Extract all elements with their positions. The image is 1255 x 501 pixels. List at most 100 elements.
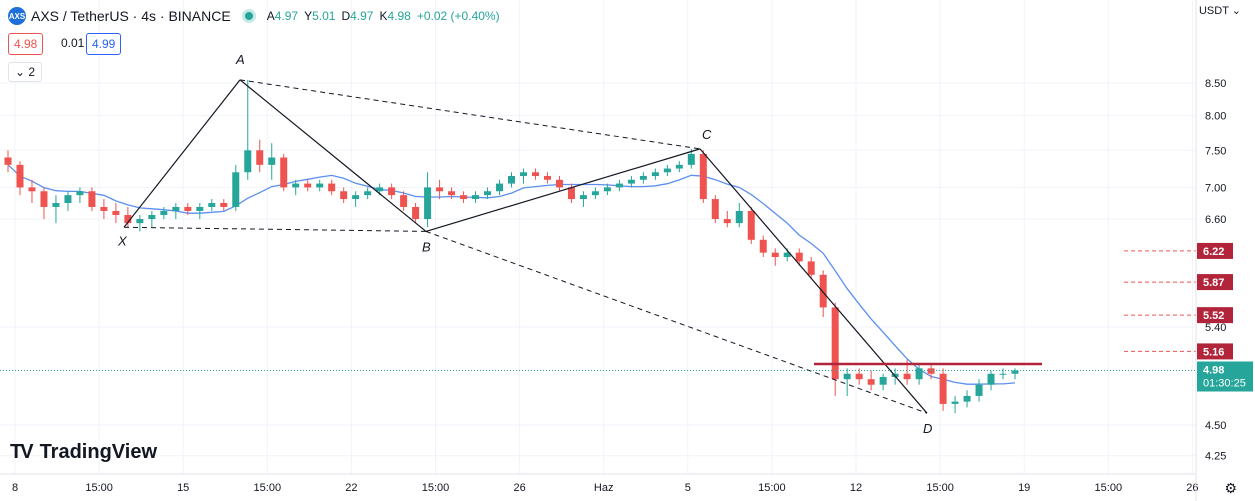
candle-body bbox=[723, 219, 731, 224]
price-tick-label: 6.60 bbox=[1205, 214, 1226, 226]
time-tick-label: 26 bbox=[513, 482, 525, 494]
candle-body bbox=[280, 157, 288, 188]
candle-body bbox=[663, 168, 671, 173]
time-tick-label: 26 bbox=[1186, 482, 1198, 494]
candle-body bbox=[615, 183, 623, 188]
candle-body bbox=[160, 210, 168, 215]
candle-body bbox=[639, 176, 647, 180]
candle-body bbox=[999, 373, 1007, 375]
time-tick-label: 15:00 bbox=[758, 482, 786, 494]
candle-body bbox=[975, 384, 983, 396]
candle-body bbox=[555, 179, 563, 188]
price-tick-label: 4.25 bbox=[1205, 451, 1226, 463]
candle-body bbox=[603, 187, 611, 192]
moving-average-line bbox=[7, 164, 1016, 385]
candle-body bbox=[531, 172, 539, 177]
candle-body bbox=[388, 187, 396, 196]
candle-body bbox=[172, 206, 180, 211]
candle-body bbox=[304, 183, 312, 188]
tradingview-mark-icon: TV bbox=[10, 441, 34, 463]
pattern-leg-AB[interactable] bbox=[239, 79, 427, 232]
symbol-header[interactable]: AXS AXS / TetherUS · 4s · BINANCE A4.97 … bbox=[8, 5, 500, 27]
candle-body bbox=[484, 191, 492, 196]
candle-body bbox=[807, 261, 815, 275]
price-tick-label: 7.00 bbox=[1205, 182, 1226, 194]
time-tick-label: 15:00 bbox=[422, 482, 450, 494]
pattern-point-label: C bbox=[702, 127, 712, 142]
time-tick-label: 12 bbox=[850, 482, 862, 494]
candle-body bbox=[232, 172, 240, 207]
target-level-badge bbox=[1197, 343, 1233, 360]
candle-body bbox=[472, 195, 480, 200]
pattern-leg-CD[interactable] bbox=[699, 148, 928, 414]
pattern-leg-BC[interactable] bbox=[425, 148, 701, 232]
candle-body bbox=[448, 191, 456, 196]
candle-body bbox=[963, 395, 971, 402]
last-price-badge bbox=[1197, 361, 1253, 392]
pattern-ratio-AC[interactable] bbox=[239, 79, 701, 150]
currency-selector[interactable]: USDT ⌄ bbox=[1198, 5, 1241, 17]
candle-body bbox=[64, 195, 72, 203]
candle-body bbox=[759, 239, 767, 253]
ohlc-close: K4.98 bbox=[379, 9, 411, 23]
candle-body bbox=[16, 164, 24, 188]
candle-body bbox=[627, 179, 635, 184]
candle-body bbox=[831, 307, 839, 380]
pattern-leg-XA[interactable] bbox=[123, 79, 241, 228]
candle-body bbox=[819, 274, 827, 308]
axes[interactable]: 8.50 8.00 7.50 7.00 6.60 5.40 4.50 4.25 8 15:00 15… bbox=[0, 0, 1226, 501]
candle-body bbox=[795, 252, 803, 262]
candle-body bbox=[220, 202, 228, 207]
pattern-ratio-XB[interactable] bbox=[123, 226, 427, 232]
target-level-badge bbox=[1197, 274, 1233, 291]
price-tick-label: 8.00 bbox=[1205, 111, 1226, 123]
time-tick-label: 22 bbox=[345, 482, 357, 494]
price-tick-label: 4.50 bbox=[1205, 420, 1226, 432]
candle-body bbox=[651, 172, 659, 177]
target-level-badge bbox=[1197, 307, 1233, 324]
pattern-ratio-BD[interactable] bbox=[425, 230, 928, 414]
indicators-toggle-button[interactable]: ⌄ 2 bbox=[8, 62, 43, 82]
candle-body bbox=[699, 153, 707, 200]
time-tick-label: 8 bbox=[12, 482, 18, 494]
candle-body bbox=[316, 183, 324, 188]
market-open-dot-icon bbox=[244, 12, 253, 20]
ohlc-high: Y5.01 bbox=[304, 9, 336, 23]
target-level-label: 5.52 bbox=[1203, 310, 1224, 322]
price-tick-label: 7.50 bbox=[1205, 145, 1226, 157]
time-tick-label: 15:00 bbox=[85, 482, 113, 494]
sell-price-button[interactable]: 4.98 bbox=[8, 33, 44, 55]
candle-body bbox=[196, 206, 204, 211]
target-level-label: 5.87 bbox=[1203, 277, 1224, 289]
pattern-point-label: B bbox=[422, 239, 431, 254]
candle-body bbox=[292, 183, 300, 188]
candle-body bbox=[591, 191, 599, 196]
price-change: +0.02 (+0.40%) bbox=[416, 9, 500, 23]
candle-body bbox=[436, 187, 444, 192]
candle-body bbox=[328, 183, 336, 192]
candle-body bbox=[148, 214, 156, 220]
candle-body bbox=[76, 191, 84, 196]
axs-coin-icon: AXS bbox=[8, 7, 26, 25]
candle-body bbox=[88, 191, 96, 207]
candle-body bbox=[903, 373, 911, 380]
time-tick-label: 15 bbox=[177, 482, 189, 494]
candle-body bbox=[424, 187, 432, 220]
candle-body bbox=[100, 206, 108, 211]
xabcd-pattern[interactable]: X A B C D bbox=[117, 52, 932, 436]
price-tick-label: 5.40 bbox=[1205, 322, 1226, 334]
ohlc-open: A4.97 bbox=[266, 9, 299, 23]
candle-body bbox=[136, 219, 144, 224]
symbol-title[interactable]: AXS / TetherUS · 4s · BINANCE bbox=[31, 8, 231, 24]
candle-body bbox=[40, 191, 48, 207]
time-tick-label: 15:00 bbox=[926, 482, 954, 494]
candle-body bbox=[939, 373, 947, 404]
candle-body bbox=[711, 199, 719, 220]
price-tick-label: 8.50 bbox=[1205, 78, 1226, 90]
buy-price-button[interactable]: 4.99 bbox=[86, 33, 122, 55]
candle-body bbox=[508, 176, 515, 184]
target-level-label: 6.22 bbox=[1203, 246, 1224, 258]
settings-gear-icon[interactable]: ⚙ bbox=[1224, 480, 1237, 496]
